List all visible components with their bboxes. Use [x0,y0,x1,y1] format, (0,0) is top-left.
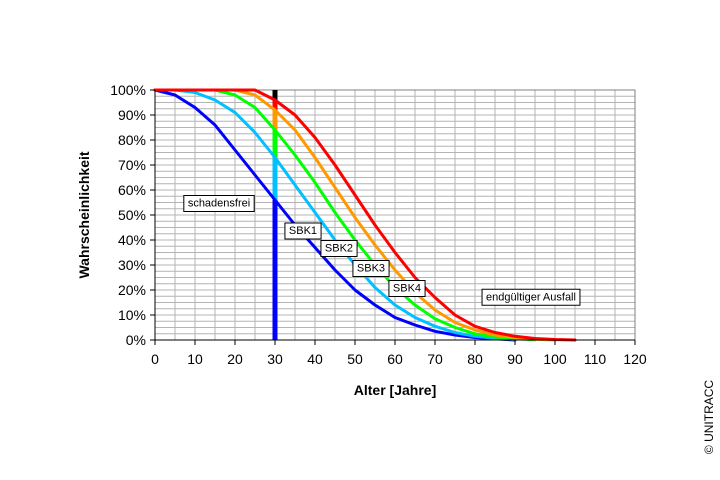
annotation-text: SBK2 [325,243,353,255]
copyright-notice: © UNITRACC [702,362,716,472]
x-tick-label: 70 [427,351,443,367]
annotation-text: SBK3 [357,263,385,275]
tick-labels: 0 10 20 30 40 50 60 70 80 90 100 110 120 0% 10% 20% 30% 4… [110,82,647,367]
annotation-box [320,240,358,257]
annotation-box [284,222,322,240]
y-tick-label: 10% [118,307,146,323]
x-axis-title: Alter [Jahre] [354,382,436,398]
annotation-text: SBK4 [393,283,421,295]
annotation-label: endgültiger Ausfall [481,288,581,306]
x-tick-label: 20 [227,351,243,367]
x-tick-label: 100 [543,351,567,367]
y-tick-label: 60% [118,182,146,198]
x-tick-label: 40 [307,351,323,367]
y-tick-label: 80% [118,132,146,148]
x-tick-label: 80 [467,351,483,367]
annotation-label: SBK4 [388,280,426,297]
annotation-text: SBK1 [289,225,317,237]
copyright-text: © UNITRACC [702,379,716,455]
annotation-label: schadensfrei [183,195,255,212]
y-tick-label: 90% [118,107,146,123]
annotation-label: SBK1 [284,222,322,240]
annotation-label: SBK2 [320,240,358,257]
annotations: schadensfrei SBK1 SBK2 SBK3 SBK4 endgültiger … [183,195,581,306]
x-tick-label: 90 [507,351,523,367]
series-line-sbk4 [153,88,577,342]
annotation-text: schadensfrei [188,198,250,210]
x-tick-label: 0 [151,351,159,367]
y-tick-label: 30% [118,257,146,273]
annotation-box [183,195,255,212]
annotation-text: endgültiger Ausfall [486,291,576,303]
x-tick-label: 30 [267,351,283,367]
y-axis-title: Wahrscheinlichkeit [76,151,92,278]
y-tick-label: 20% [118,282,146,298]
y-tick-label: 0% [126,332,146,348]
x-tick-label: 60 [387,351,403,367]
x-tick-label: 120 [623,351,647,367]
series-line-schadensfrei [153,88,517,342]
annotation-label: SBK3 [352,260,390,277]
y-tick-label: 40% [118,232,146,248]
annotation-box [388,280,426,297]
y-tick-label: 50% [118,207,146,223]
x-tick-label: 10 [187,351,203,367]
y-tick-label: 100% [110,82,146,98]
annotation-box [481,288,581,306]
x-tick-label: 110 [584,351,607,367]
x-tick-label: 50 [347,351,363,367]
y-tick-label: 70% [118,157,146,173]
annotation-box [352,260,390,277]
